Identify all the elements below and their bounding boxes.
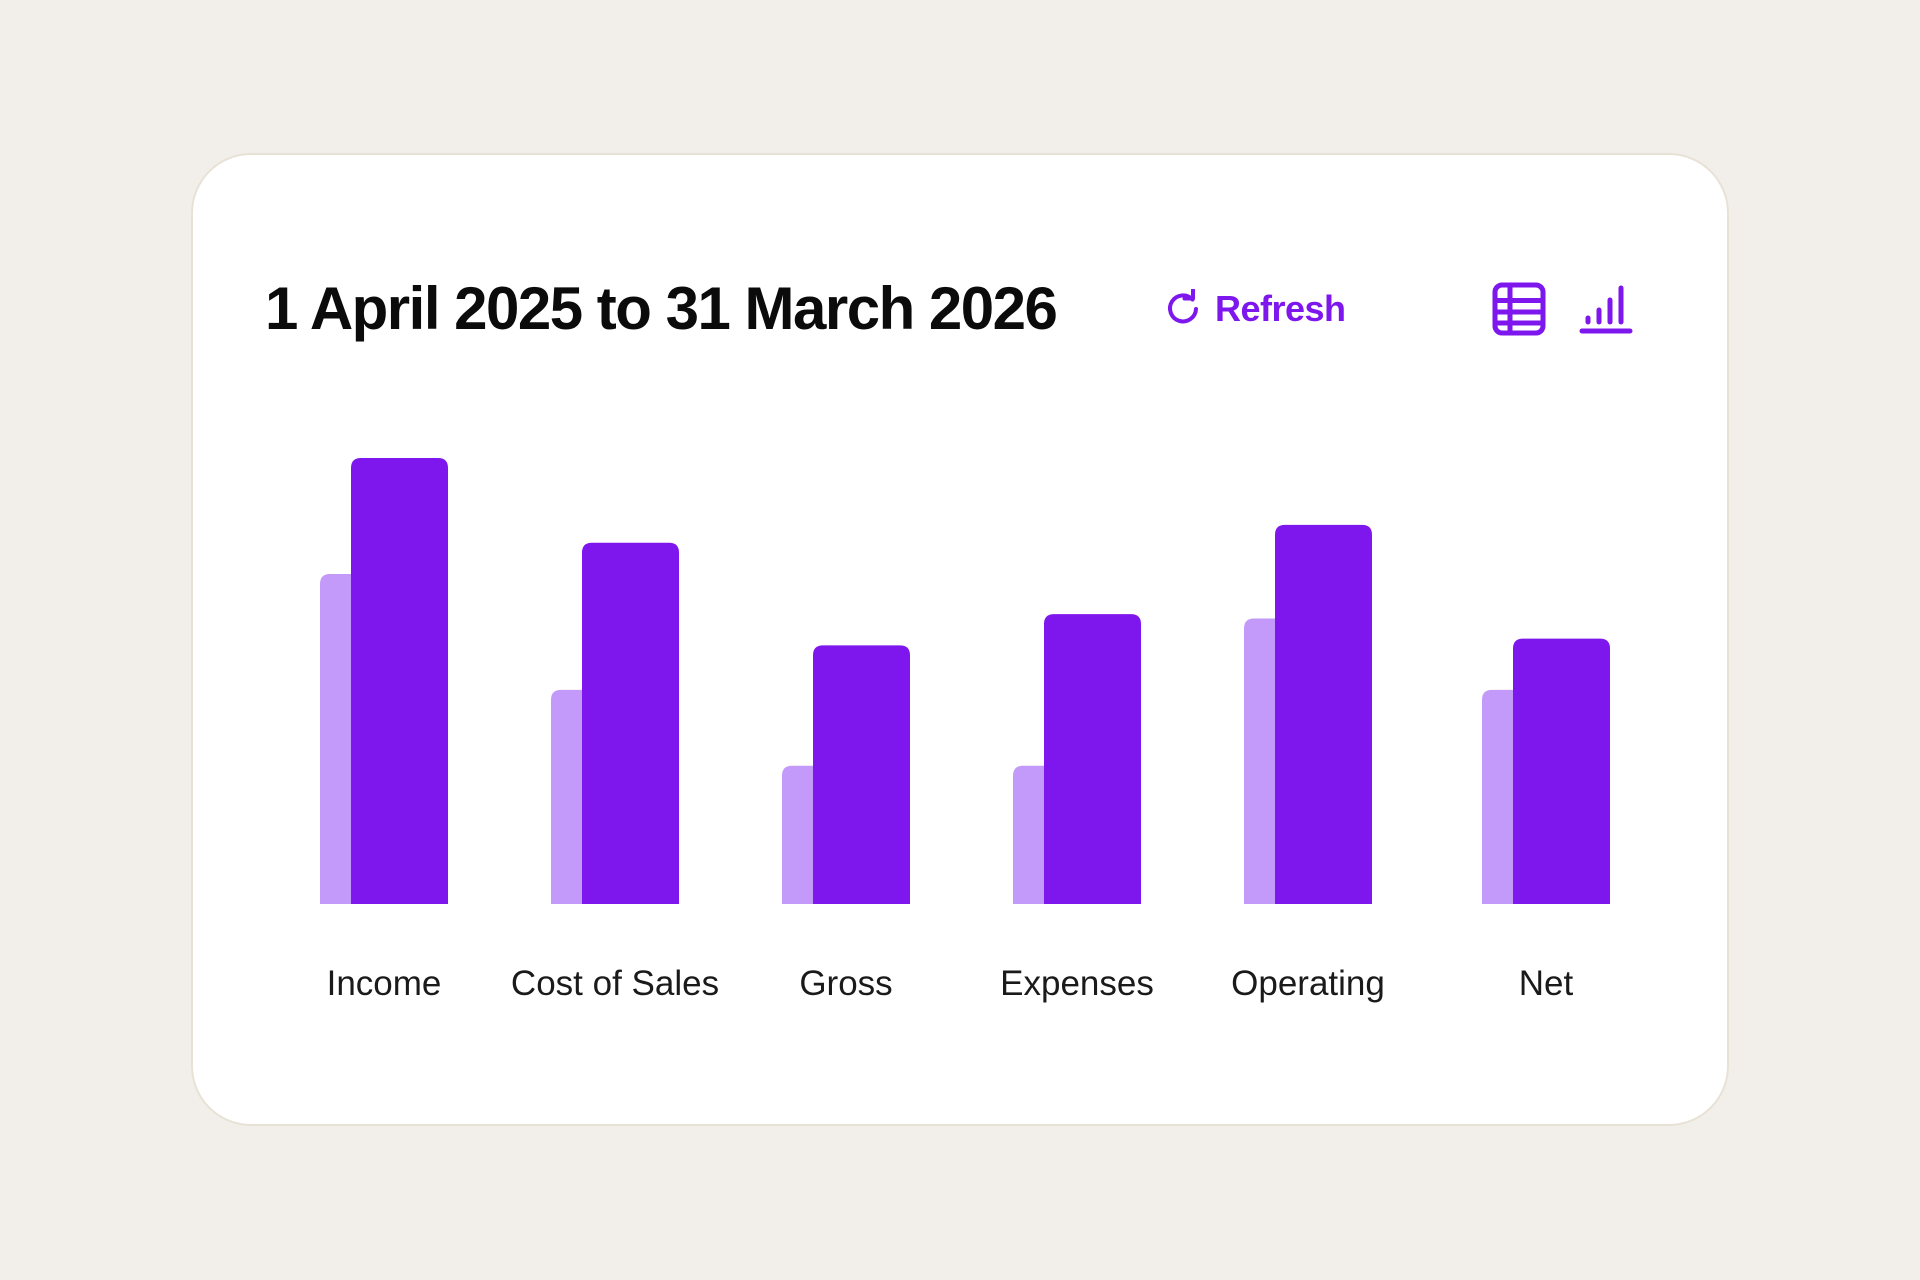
- bar-group-expenses: Expenses: [1000, 614, 1154, 1003]
- category-label: Gross: [799, 964, 892, 1003]
- bar-chart: Income Cost of Sales Gross Expenses Operatin…: [193, 155, 1731, 1128]
- category-label: Operating: [1231, 964, 1385, 1003]
- bar-series-2: [351, 458, 448, 904]
- bar-group-income: Income: [320, 458, 448, 1003]
- bar-series-2: [582, 542, 679, 904]
- bar-chart-icon: [1579, 285, 1633, 334]
- chart-view-button[interactable]: [1576, 279, 1636, 339]
- category-label: Cost of Sales: [511, 964, 719, 1003]
- bar-group-net: Net: [1482, 638, 1610, 1003]
- bar-series-2: [813, 645, 910, 904]
- report-card: 1 April 2025 to 31 March 2026 Refresh: [191, 153, 1729, 1126]
- bar-series-2: [1044, 614, 1141, 904]
- bar-series-2: [1513, 638, 1610, 904]
- report-title: 1 April 2025 to 31 March 2026: [265, 275, 1058, 342]
- report-header: 1 April 2025 to 31 March 2026 Refresh: [265, 269, 1665, 349]
- bar-series-2: [1275, 524, 1372, 904]
- category-label: Expenses: [1000, 964, 1154, 1003]
- refresh-icon: [1168, 289, 1198, 324]
- table-view-button[interactable]: [1489, 279, 1549, 339]
- bar-group-operating: Operating: [1231, 524, 1385, 1003]
- table-icon: [1492, 282, 1546, 336]
- bar-group-gross: Gross: [782, 645, 910, 1003]
- category-label: Net: [1519, 964, 1574, 1003]
- bar-group-cost-of-sales: Cost of Sales: [511, 542, 719, 1003]
- refresh-button[interactable]: Refresh: [1163, 283, 1346, 335]
- refresh-label: Refresh: [1215, 288, 1346, 329]
- category-label: Income: [327, 964, 442, 1003]
- bar-chart-svg: Income Cost of Sales Gross Expenses Operatin…: [320, 458, 1610, 1003]
